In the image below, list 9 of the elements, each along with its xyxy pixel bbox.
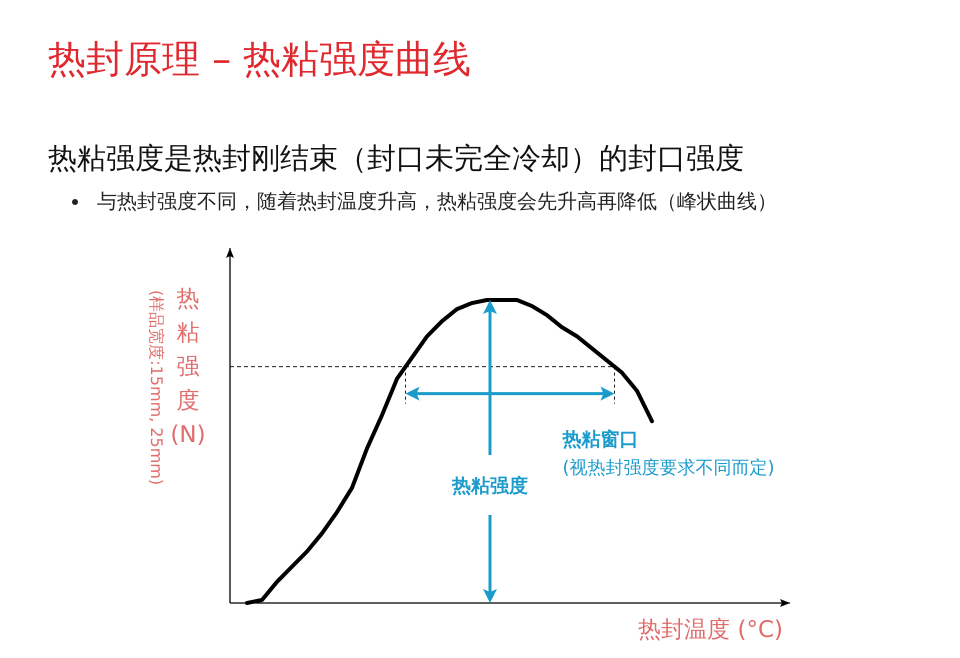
annotation: (视热封强度要求不同而定)	[562, 458, 775, 479]
y-axis-title: 热粘强度 (N)	[170, 286, 206, 448]
chart-subtitle: 热粘强度是热封刚结束（封口未完全冷却）的封口强度	[48, 141, 744, 175]
annotation: 热粘强度	[451, 475, 528, 497]
annotation: 热粘窗口	[562, 428, 638, 451]
x-axis-title: 热封温度 (°C)	[638, 617, 783, 643]
text: 与热封强度不同，随着热封温度升高，热粘强度会先升高再降低（峰状曲线）	[97, 189, 777, 213]
chart-title: 热封原理 – 热粘强度曲线	[48, 37, 472, 81]
text: (样品宽度:15mm, 25mm)	[147, 290, 166, 486]
